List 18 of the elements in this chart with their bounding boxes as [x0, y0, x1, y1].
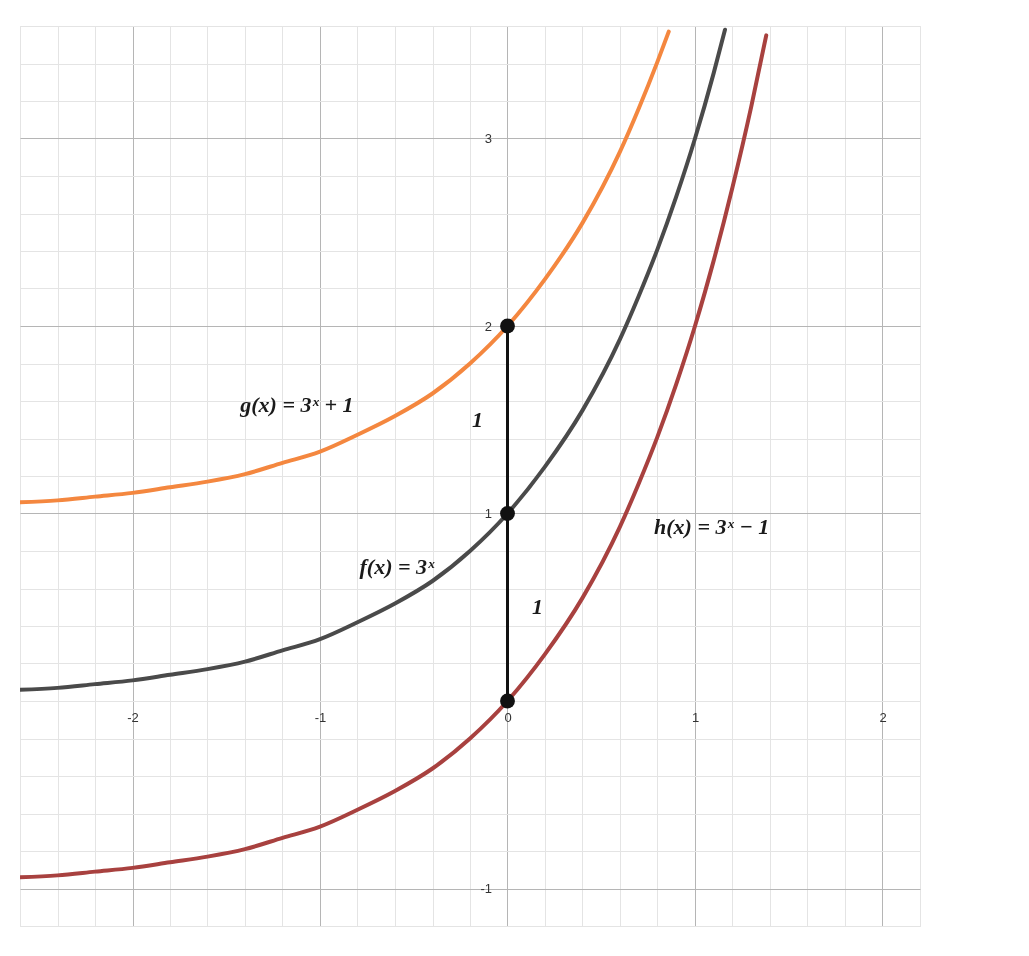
point — [500, 318, 515, 334]
y-tick-label: 1 — [484, 506, 492, 521]
annotation: h(x) = 3ˣ − 1 — [654, 513, 770, 539]
x-tick-label: 1 — [691, 709, 700, 725]
point — [500, 693, 515, 709]
y-tick-label: -1 — [480, 881, 492, 896]
x-tick-label: 0 — [504, 709, 512, 725]
annotation: f(x) = 3ˣ — [359, 554, 436, 579]
line-series — [20, 33, 769, 880]
annotation: g(x) = 3ˣ + 1 — [239, 391, 354, 417]
y-tick-label: 2 — [484, 318, 492, 334]
point — [500, 506, 515, 521]
x-tick-label: 2 — [879, 709, 887, 725]
x-tick-label: -2 — [127, 709, 139, 725]
line-series — [20, 29, 671, 505]
y-tick-label: 3 — [484, 131, 492, 146]
x-tick-label: -1 — [314, 709, 327, 725]
annotation: 1 — [532, 594, 543, 620]
